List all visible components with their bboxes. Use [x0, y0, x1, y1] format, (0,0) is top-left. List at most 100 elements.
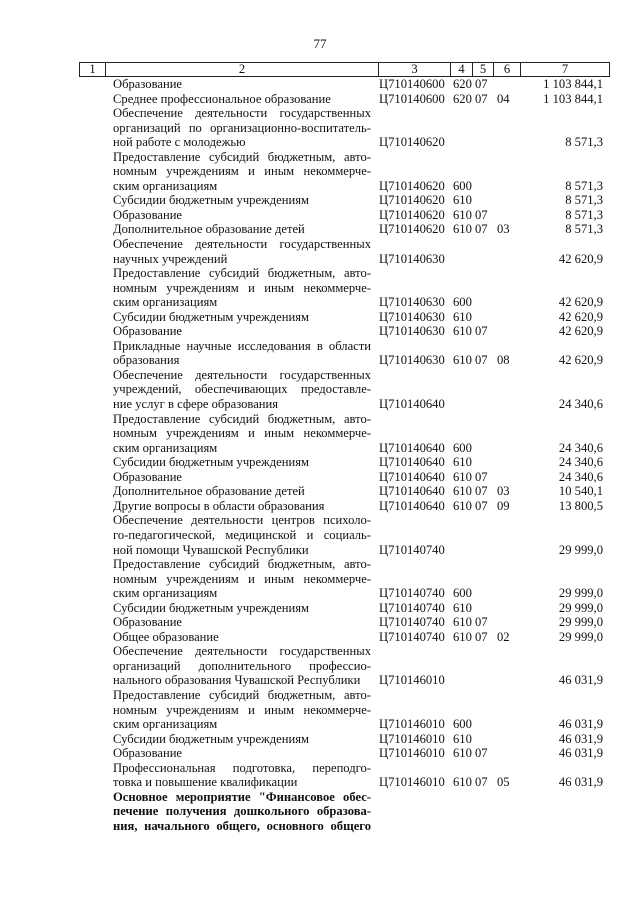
row-description: Предоставление субсидий бюджетным, авто-… [113, 688, 371, 732]
description-line: нального образования Чувашской Республик… [113, 673, 361, 688]
amount: 29 999,0 [558, 586, 603, 601]
description-line: ние услуг в сфере образования [113, 397, 279, 412]
header-col-6: 6 [494, 63, 521, 76]
section-code: 07 [475, 324, 488, 339]
expense-type-code: 610 [453, 746, 472, 761]
amount: 8 571,3 [565, 222, 603, 237]
row-description: Обеспечение деятельности центров психоло… [113, 513, 371, 557]
expense-type-code: 620 [453, 91, 472, 106]
description-line: го-педагогической, медицинской и социаль… [113, 527, 371, 542]
description-line: ским организациям [113, 586, 218, 601]
expense-type-code: 600 [453, 440, 472, 455]
section-code: 07 [475, 498, 488, 513]
description-line: ной работе с молодежью [113, 135, 246, 150]
table-row: Дополнительное образование детей Ц7101406… [0, 222, 640, 237]
table-row: Общее образование Ц710140740 610 07 02 29 999… [0, 630, 640, 645]
expense-type-code: 600 [453, 295, 472, 310]
description-line: Прикладные научные исследования в област… [113, 338, 371, 353]
row-description: Общее образование [113, 630, 371, 645]
section-code: 07 [475, 353, 488, 368]
row-description: Образование [113, 77, 371, 92]
amount: 42 620,9 [558, 353, 603, 368]
target-article-code: Ц710140740 [379, 586, 445, 601]
row-description: Профессиональная подготовка, переподго-т… [113, 761, 371, 790]
target-article-code: Ц710140630 [379, 353, 445, 368]
description-line: Дополнительное образование детей [113, 222, 305, 237]
target-article-code: Ц710140630 [379, 324, 445, 339]
section-code: 07 [475, 469, 488, 484]
row-description: Предоставление субсидий бюджетным, авто-… [113, 266, 371, 310]
description-line: ским организациям [113, 717, 218, 732]
row-description: Образование [113, 746, 371, 761]
amount: 46 031,9 [558, 746, 603, 761]
target-article-code: Ц710140740 [379, 629, 445, 644]
description-line: Предоставление субсидий бюджетным, авто- [113, 687, 371, 702]
description-line: Образование [113, 746, 183, 761]
row-description: Субсидии бюджетным учреждениям [113, 732, 371, 747]
header-col-2: 2 [106, 63, 379, 76]
amount: 1 103 844,1 [543, 77, 603, 91]
row-description: Образование [113, 470, 371, 485]
target-article-code: Ц710146010 [379, 775, 445, 790]
description-line: Обеспечение деятельности государственных [113, 367, 371, 382]
table-row: Образование Ц710140600 620 07 1 103 844,1 [0, 77, 640, 92]
target-article-code: Ц710140640 [379, 440, 445, 455]
target-article-code: Ц710140740 [379, 615, 445, 630]
description-line: Образование [113, 615, 183, 630]
header-col-4: 4 [451, 63, 473, 76]
table-row: Предоставление субсидий бюджетным, авто-… [0, 688, 640, 732]
subsection-code: 02 [497, 629, 510, 644]
description-line: Субсидии бюджетным учреждениям [113, 193, 309, 208]
section-code: 07 [475, 77, 488, 91]
amount: 46 031,9 [558, 717, 603, 732]
row-description: Субсидии бюджетным учреждениям [113, 193, 371, 208]
amount: 42 620,9 [558, 251, 603, 266]
row-description: Субсидии бюджетным учреждениям [113, 310, 371, 325]
table-row: Субсидии бюджетным учреждениям Ц710146010… [0, 732, 640, 747]
amount: 29 999,0 [558, 542, 603, 557]
table-header: 1 2 3 4 5 6 7 [79, 62, 610, 77]
description-line: номным учреждениям и иным некоммерче- [113, 164, 371, 179]
expense-type-code: 600 [453, 586, 472, 601]
expense-type-code: 610 [453, 353, 472, 368]
description-line: ским организациям [113, 178, 218, 193]
amount: 8 571,3 [565, 135, 603, 150]
expense-type-code: 620 [453, 77, 472, 91]
table-row: Предоставление субсидий бюджетным, авто-… [0, 412, 640, 456]
amount: 42 620,9 [558, 309, 603, 324]
header-col-3: 3 [379, 63, 451, 76]
table-row: Субсидии бюджетным учреждениям Ц710140740… [0, 601, 640, 616]
target-article-code: Ц710146010 [379, 673, 445, 688]
table-row: Обеспечение деятельности центров психоло… [0, 513, 640, 557]
row-description: Предоставление субсидий бюджетным, авто-… [113, 412, 371, 456]
table-row: Обеспечение деятельности государственных… [0, 368, 640, 412]
description-line: Образование [113, 469, 183, 484]
description-line: Субсидии бюджетным учреждениям [113, 455, 309, 470]
section-code: 07 [475, 775, 488, 790]
amount: 46 031,9 [558, 673, 603, 688]
description-line: ским организациям [113, 440, 218, 455]
table-row: Субсидии бюджетным учреждениям Ц710140630… [0, 310, 640, 325]
description-line: Среднее профессиональное образование [113, 91, 331, 106]
row-description: Образование [113, 324, 371, 339]
target-article-code: Ц710140640 [379, 455, 445, 470]
description-line: Субсидии бюджетным учреждениям [113, 600, 309, 615]
description-line: Обеспечение деятельности центров психоло… [113, 513, 371, 528]
description-line: Образование [113, 207, 183, 222]
row-description: Образование [113, 208, 371, 223]
target-article-code: Ц710140620 [379, 135, 445, 150]
amount: 46 031,9 [558, 731, 603, 746]
target-article-code: Ц710140630 [379, 309, 445, 324]
table-row: Профессиональная подготовка, переподго-т… [0, 761, 640, 790]
table-row: Обеспечение деятельности государственных… [0, 106, 640, 150]
header-col-7: 7 [561, 62, 569, 76]
expense-type-code: 610 [453, 731, 472, 746]
target-article-code: Ц710140620 [379, 193, 445, 208]
description-line: ским организациям [113, 295, 218, 310]
table-body: Образование Ц710140600 620 07 1 103 844,1 Сре… [0, 77, 640, 833]
description-line: научных учреждений [113, 251, 228, 266]
description-line: Предоставление субсидий бюджетным, авто- [113, 149, 371, 164]
table-row: Предоставление субсидий бюджетным, авто-… [0, 150, 640, 194]
table-row: Обеспечение деятельности государственных… [0, 644, 640, 688]
amount: 8 571,3 [565, 207, 603, 222]
